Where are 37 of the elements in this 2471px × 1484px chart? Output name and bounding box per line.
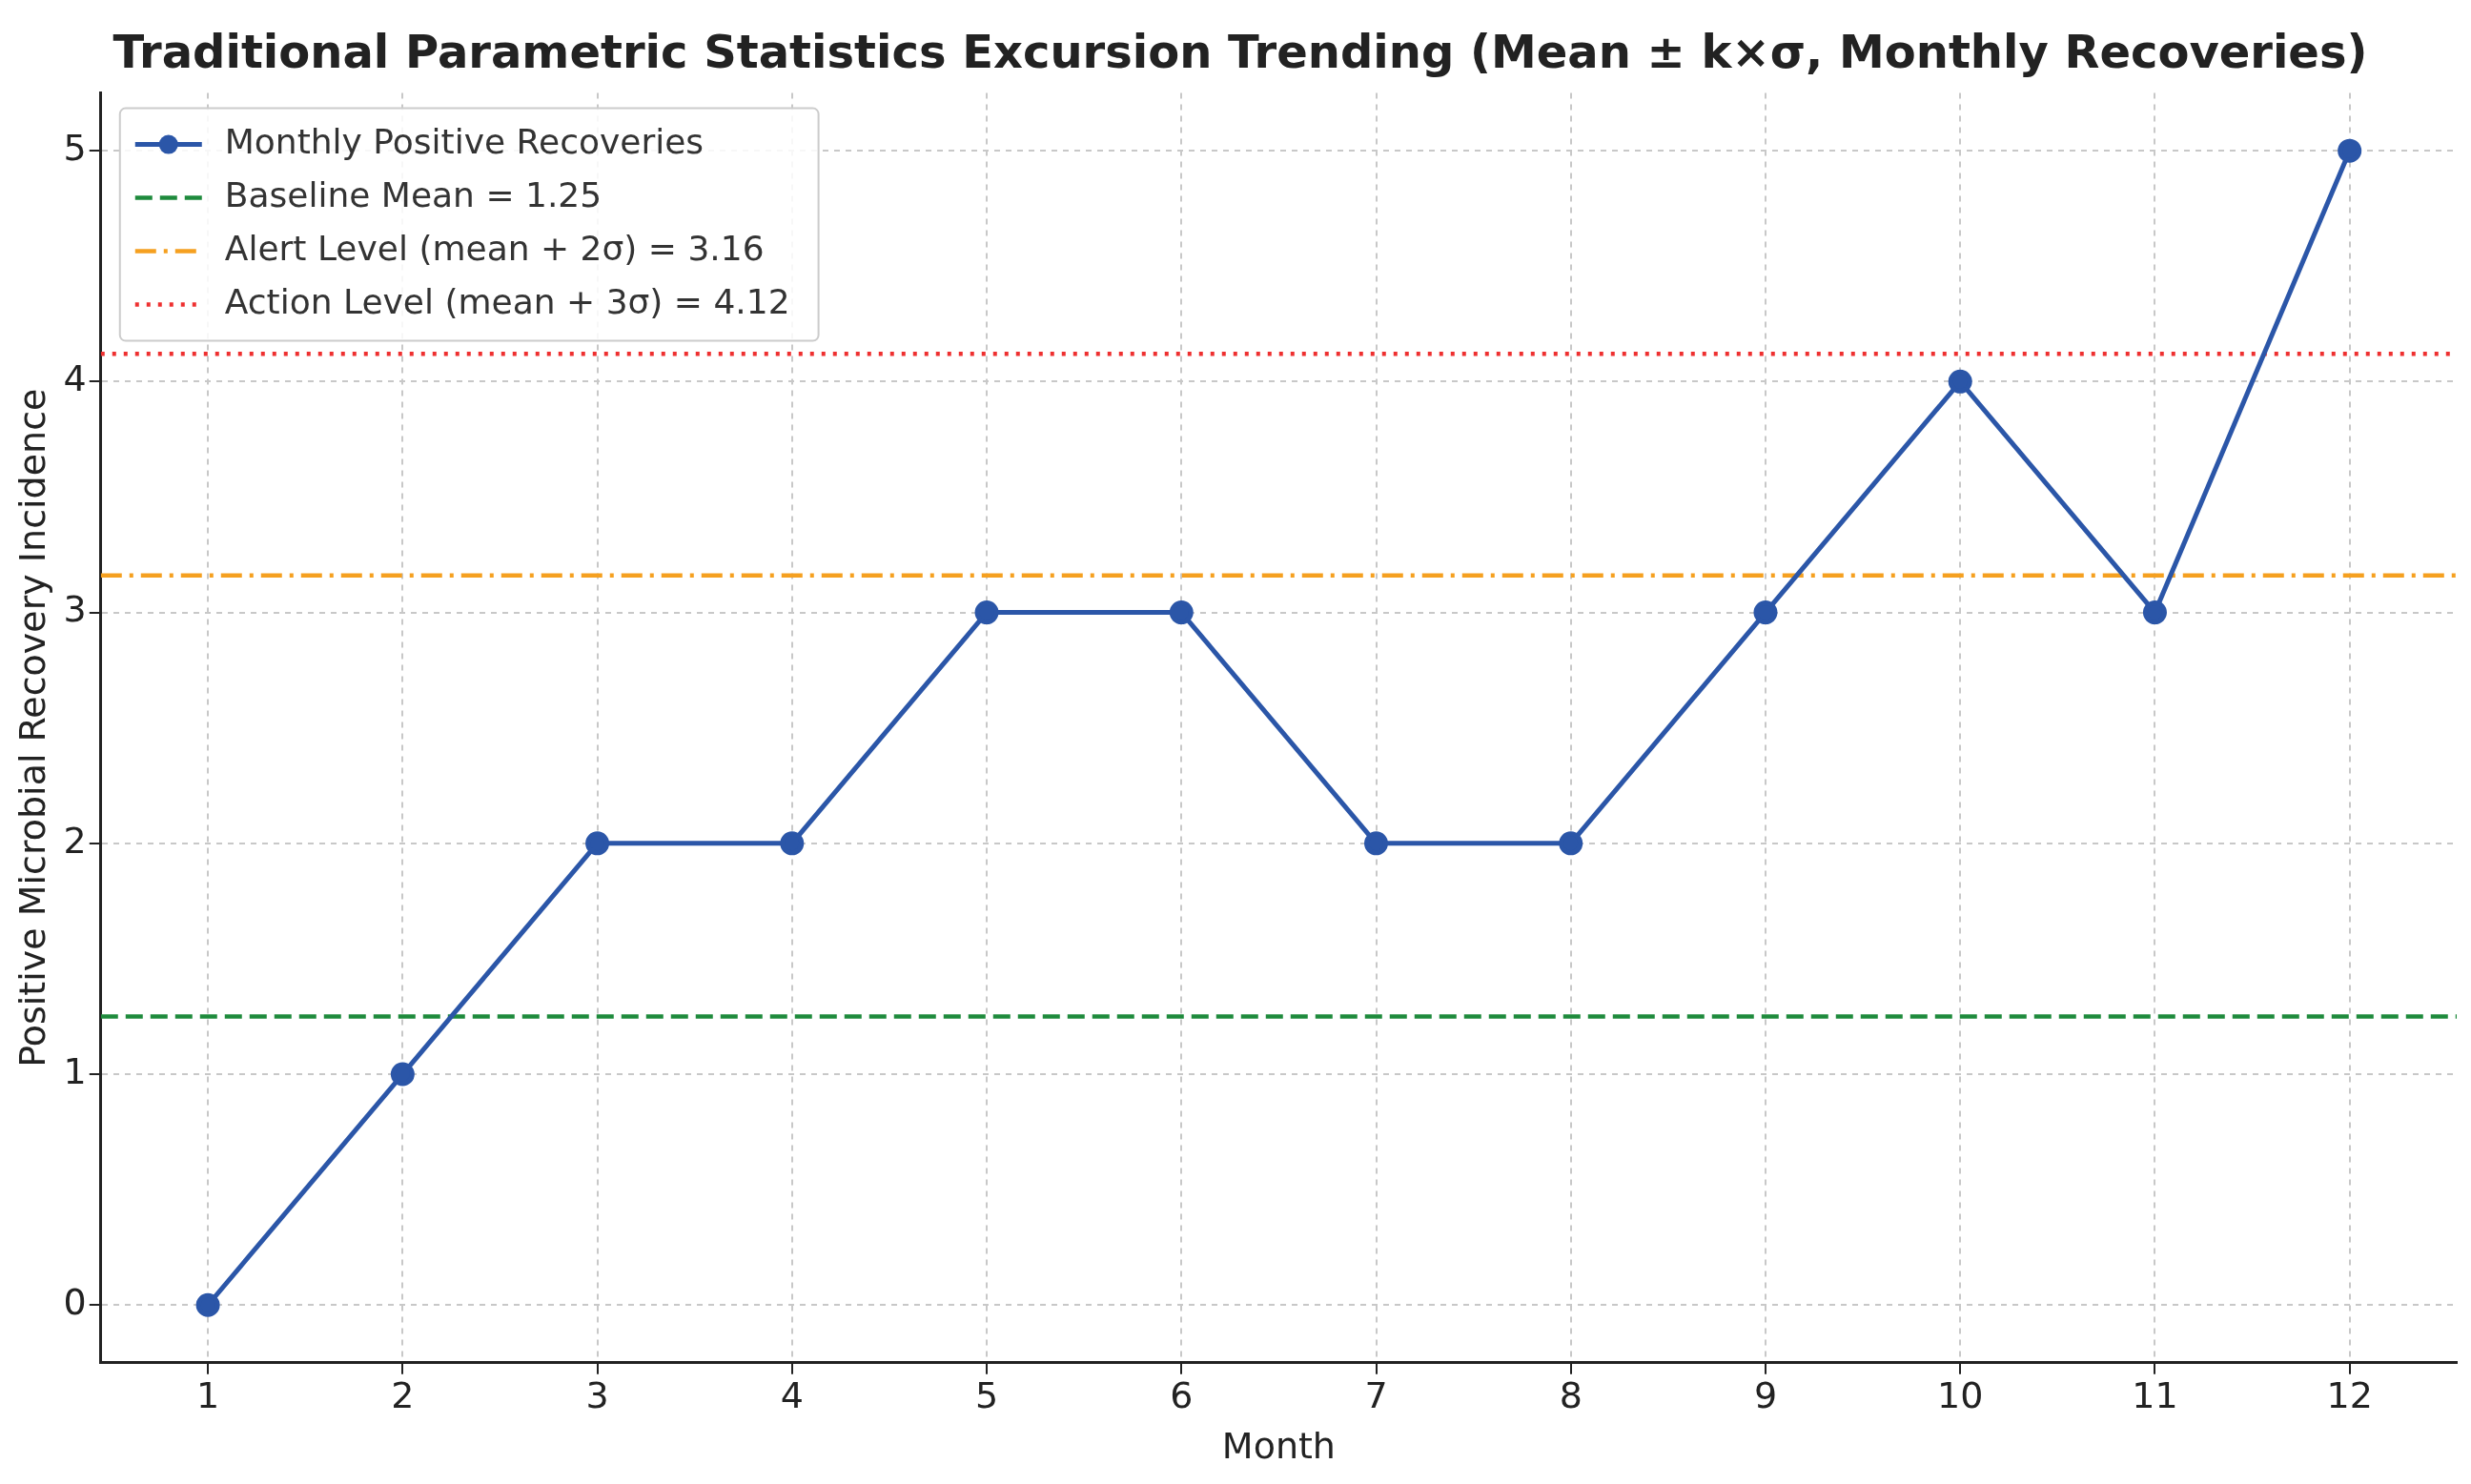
x-tick-label: 1	[196, 1374, 220, 1417]
point	[1753, 600, 1778, 625]
x-tick-label: 10	[1937, 1374, 1984, 1417]
x-tick-label: 6	[1170, 1374, 1194, 1417]
y-tick-label: 2	[63, 819, 87, 862]
point	[2338, 138, 2362, 163]
point	[2142, 600, 2167, 625]
x-tick-label: 12	[2326, 1374, 2373, 1417]
point	[1364, 831, 1389, 856]
y-tick-label: 4	[63, 357, 87, 400]
point	[780, 831, 805, 856]
legend-label: Alert Level (mean + 2σ) = 3.16	[224, 228, 765, 268]
y-tick-label: 5	[63, 127, 87, 170]
x-tick-label: 8	[1559, 1374, 1583, 1417]
point	[390, 1062, 415, 1087]
x-tick-label: 2	[391, 1374, 415, 1417]
legend-label: Action Level (mean + 3σ) = 4.12	[224, 281, 790, 321]
legend-label: Baseline Mean = 1.25	[224, 174, 602, 214]
point	[195, 1292, 220, 1317]
x-tick-label: 7	[1364, 1374, 1388, 1417]
legend-label: Monthly Positive Recoveries	[224, 121, 705, 161]
point	[974, 600, 999, 625]
y-axis-title: Positive Microbial Recovery Incidence	[10, 388, 53, 1067]
chart-title: Traditional Parametric Statistics Excursion Trending (Mean ± k×σ, Monthly Recoveries)	[112, 25, 2368, 79]
x-tick-label: 11	[2132, 1374, 2178, 1417]
point	[1169, 600, 1194, 625]
x-tick-label: 3	[585, 1374, 609, 1417]
x-tick-label: 9	[1753, 1374, 1778, 1417]
point	[1559, 831, 1583, 856]
y-tick-label: 0	[63, 1281, 87, 1324]
point	[585, 831, 610, 856]
point	[1948, 369, 1972, 394]
y-tick-label: 3	[63, 588, 87, 631]
y-tick-label: 1	[63, 1049, 87, 1092]
x-axis-title: Month	[1221, 1425, 1336, 1468]
x-tick-label: 4	[780, 1374, 804, 1417]
x-tick-label: 5	[974, 1374, 999, 1417]
